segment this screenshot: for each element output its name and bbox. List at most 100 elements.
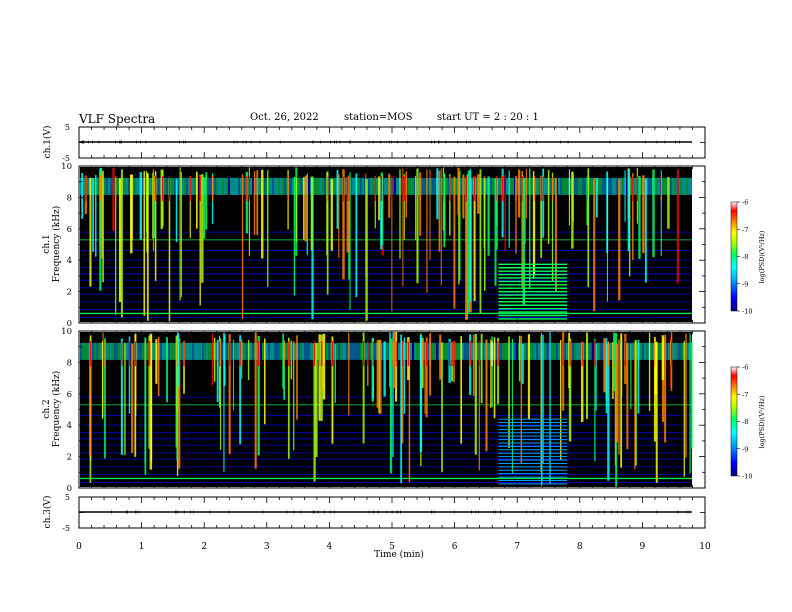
ch2-spectrogram-band-cell	[682, 342, 684, 360]
ch2-spectrogram-band-cell	[672, 342, 674, 360]
ch2-spectrogram-band-cell	[406, 342, 408, 360]
ch1-spectrogram-band-cell	[280, 177, 282, 195]
ch2-spectrogram-band-cell	[576, 342, 578, 360]
ch1-colorbar-gradient	[730, 201, 738, 312]
ch1-spectrogram-band-cell	[116, 177, 118, 195]
ch2-spectrogram-band-cell	[462, 342, 464, 360]
ch2-spectrogram-band-cell	[636, 342, 638, 360]
ch2-spectrogram-band-cell	[646, 342, 648, 360]
ch2-spectrogram-band-cell	[266, 342, 268, 360]
ch1-spectrogram-band-cell	[590, 177, 592, 195]
ch2-spectrogram-band-cell	[202, 342, 204, 360]
ch2-spectrogram-band-cell	[326, 342, 328, 360]
ch1-colorbar-tick-label--6: -6	[742, 199, 748, 207]
ch1-spectrogram-band-cell	[610, 177, 612, 195]
ch1-spectrogram-band-cell	[354, 177, 356, 195]
ch1-spectrogram-band-cell	[224, 177, 226, 195]
ch2-spectrogram-band-cell	[572, 342, 574, 360]
ch2-spectrogram-band-cell	[690, 342, 692, 360]
ch1-spectrogram-band-cell	[512, 177, 514, 195]
ch2-spectrogram-band-cell	[192, 342, 194, 360]
ch2-spectrogram-band-cell	[86, 342, 88, 360]
ch2-spectrogram-band-cell	[302, 342, 304, 360]
ch1-spectrogram-band-cell	[396, 177, 398, 195]
ch1-spectrogram-band-cell	[434, 177, 436, 195]
ch2-spectrogram-band-cell	[88, 342, 90, 360]
x-tick-label-2: 2	[201, 542, 207, 552]
ch1-spectrogram-band-cell	[598, 177, 600, 195]
ch2-spectrogram-band-cell	[100, 342, 102, 360]
ch2-spectrogram-band-cell	[468, 342, 470, 360]
ch1-spectrogram-band-cell	[324, 177, 326, 195]
ch2-spectrogram-band-cell	[676, 342, 678, 360]
ch1-spectrogram-band-cell	[584, 177, 586, 195]
ch2-colorbar: -6 -7 -8 -9 -10 log(PSD)(V²/Hz)	[730, 364, 766, 481]
ch1-spectrogram-band-cell	[156, 177, 158, 195]
ch1-spectrogram-band-cell	[228, 177, 230, 195]
figure-start-time: start UT = 2 : 20 : 1	[437, 112, 539, 123]
ch1-spectrogram-band-cell	[414, 177, 416, 195]
ch2-spectrogram-band-cell	[238, 342, 240, 360]
ch2-spectrogram-band-cell	[536, 342, 538, 360]
ch2-spectrogram-band-cell	[270, 342, 272, 360]
ch1-spectrogram-band-cell	[270, 177, 272, 195]
ch2-colorbar-tick-label--7: -7	[742, 391, 748, 399]
ch1-spectrogram-band-cell	[148, 177, 150, 195]
figure-title: VLF Spectra	[79, 112, 156, 126]
ch1-spectrogram-band-cell	[678, 177, 680, 195]
ch1-spectrogram-band-cell	[622, 177, 624, 195]
ch2-spectrogram-band-cell	[116, 342, 118, 360]
ch2-spectrogram-band-cell	[278, 342, 280, 360]
ch2-spectrogram-band-cell	[360, 342, 362, 360]
x-tick-label-3: 3	[264, 542, 270, 552]
ch2-spectrogram-band-cell	[484, 342, 486, 360]
ch2-spectrogram-band-cell	[138, 342, 140, 360]
ch1-waveform-panel: 5 -5 ch.1(V)	[42, 123, 706, 163]
ch1-spectrogram-band-cell	[500, 177, 502, 195]
ch1-spectrogram-band-cell	[276, 177, 278, 195]
ch1-spectrogram-band-cell	[608, 177, 610, 195]
ch2-spectrogram-band-cell	[658, 342, 660, 360]
ch1-spectrogram-band-cell	[334, 177, 336, 195]
ch2-spectrogram-band-cell	[244, 342, 246, 360]
ch1-spectrogram-band-cell	[550, 177, 552, 195]
ch2-spectrogram-band-cell	[366, 342, 368, 360]
ch2-spectrogram-band-cell	[356, 342, 358, 360]
ch1-spectrogram-band-cell	[328, 177, 330, 195]
ch2-spectrogram-band-cell	[338, 342, 340, 360]
ch2-spectrogram-band-cell	[444, 342, 446, 360]
ch2-spectrogram-band-cell	[170, 342, 172, 360]
ch3-ytick-neg5: -5	[62, 524, 70, 533]
ch2-spectrogram-band-cell	[388, 342, 390, 360]
ch1-spectrogram-ytick-label-8: 8	[67, 193, 72, 203]
ch1-spectrogram-band-cell	[664, 177, 666, 195]
ch2-colorbar-tick-label--6: -6	[742, 364, 748, 372]
ch2-spectrogram-band-cell	[152, 342, 154, 360]
ch2-spectrogram-band-cell	[640, 342, 642, 360]
ch1-spectrogram-band-cell	[428, 177, 430, 195]
ch2-spectrogram-band-cell	[200, 342, 202, 360]
ch2-spectrogram-ytick-label-6: 6	[67, 390, 72, 400]
ch1-spectrogram-band-cell	[264, 177, 266, 195]
ch1-spectrogram-band-cell	[566, 177, 568, 195]
ch2-spectrogram-ytick-label-8: 8	[67, 358, 72, 368]
ch2-spectrogram-band-cell	[386, 342, 388, 360]
ch2-spectrogram-band-cell	[602, 342, 604, 360]
ch1-spectrogram-band-cell	[516, 177, 518, 195]
ch1-spectrogram-band-cell	[88, 177, 90, 195]
ch2-spectrogram-band-cell	[628, 342, 630, 360]
ch2-spectrogram-band-cell	[584, 342, 586, 360]
ch1-spectrogram-band-cell	[192, 177, 194, 195]
ch2-spectrogram-band-cell	[310, 342, 312, 360]
ch1-spectrogram-band-cell	[244, 177, 246, 195]
ch2-spectrogram-band-cell	[566, 342, 568, 360]
ch2-spectrogram-band-cell	[652, 342, 654, 360]
ch1-spectrogram-band-cell	[564, 177, 566, 195]
ch2-spectrogram-band-cell	[142, 342, 144, 360]
ch1-spectrogram-band-cell	[94, 177, 96, 195]
ch1-spectrogram-band-cell	[398, 177, 400, 195]
ch1-spectrogram-band-cell	[182, 177, 184, 195]
ch2-spectrogram-band-cell	[666, 342, 668, 360]
ch1-spectrogram-band-cell	[520, 177, 522, 195]
ch1-spectrogram-band-cell	[604, 177, 606, 195]
